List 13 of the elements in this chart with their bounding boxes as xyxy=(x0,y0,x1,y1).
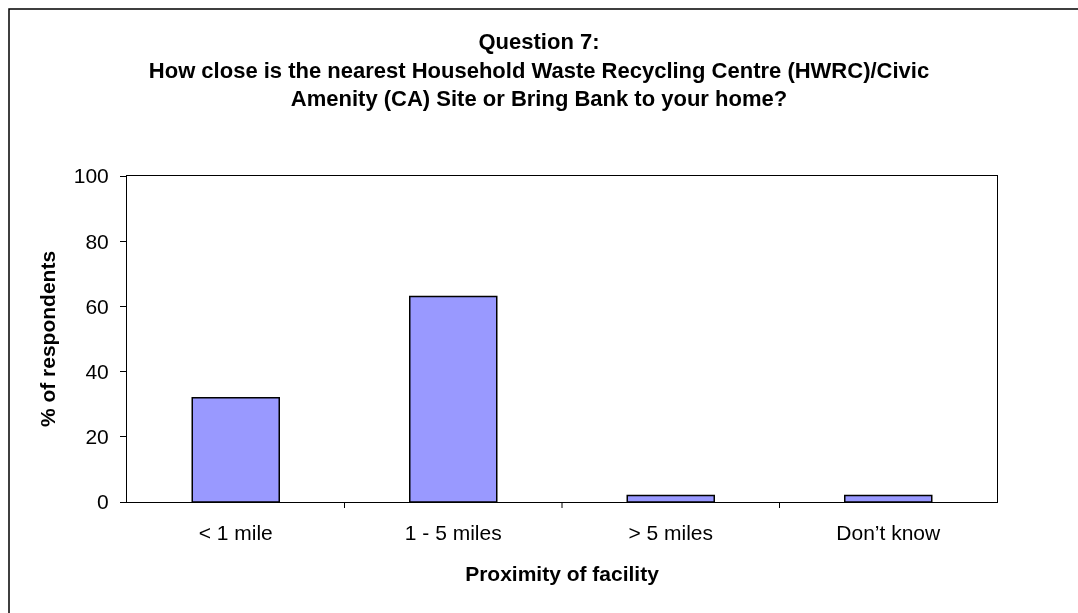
x-tick-label: Don’t know xyxy=(836,521,942,545)
x-tick-label: 1 - 5 miles xyxy=(404,521,502,545)
x-tick-label: > 5 miles xyxy=(628,521,714,545)
x-tick-label: < 1 mile xyxy=(198,521,273,545)
y-tick-label: 40 xyxy=(85,359,109,383)
y-tick-label: 60 xyxy=(85,294,109,318)
y-axis-title: % of respondents xyxy=(35,250,59,428)
x-axis-title: Proximity of facility xyxy=(465,562,660,586)
y-tick-label: 80 xyxy=(85,229,109,253)
y-tick-label: 100 xyxy=(73,164,109,188)
y-tick-label: 0 xyxy=(97,490,109,514)
chart-title: Question 7: How close is the nearest Household Waste Recycling Centre (HWRC)/Civic Amenity (CA) Site or Bring Bank to your home? xyxy=(148,29,930,112)
y-tick-label: 20 xyxy=(85,425,109,449)
